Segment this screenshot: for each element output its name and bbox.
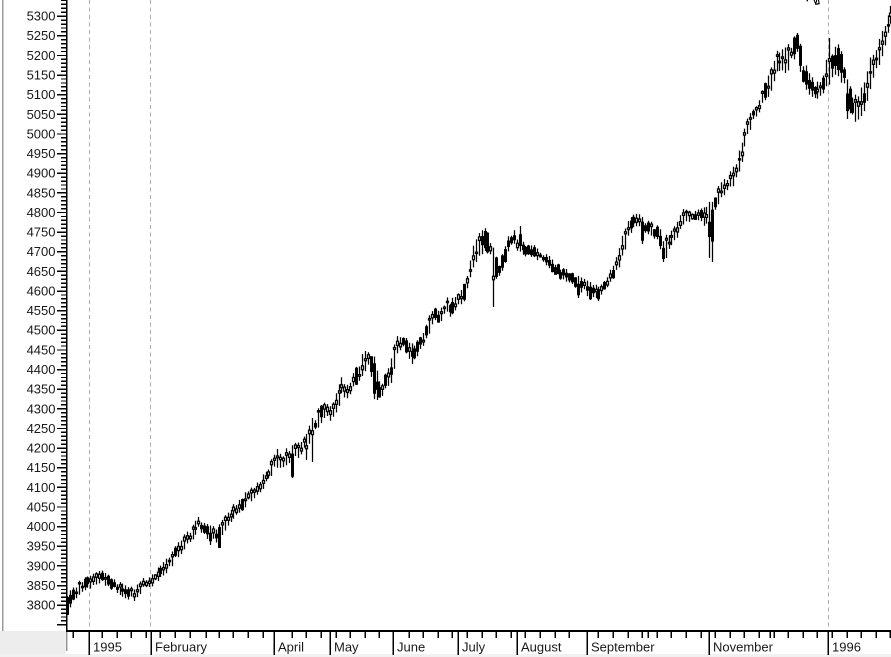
svg-text:4400: 4400: [27, 362, 56, 377]
svg-text:4600: 4600: [27, 284, 56, 299]
svg-text:August: August: [521, 640, 562, 655]
svg-text:4900: 4900: [27, 166, 56, 181]
svg-text:June: June: [397, 640, 425, 655]
svg-text:4050: 4050: [27, 499, 56, 514]
svg-text:5150: 5150: [27, 68, 56, 83]
svg-text:5200: 5200: [27, 48, 56, 63]
svg-text:5250: 5250: [27, 28, 56, 43]
svg-text:5300: 5300: [27, 9, 56, 24]
svg-text:4800: 4800: [27, 205, 56, 220]
svg-text:4450: 4450: [27, 342, 56, 357]
svg-text:3850: 3850: [27, 578, 56, 593]
svg-text:July: July: [462, 640, 486, 655]
svg-text:4100: 4100: [27, 480, 56, 495]
svg-text:4650: 4650: [27, 264, 56, 279]
svg-text:4750: 4750: [27, 225, 56, 240]
svg-text:5100: 5100: [27, 87, 56, 102]
svg-text:September: September: [591, 640, 655, 655]
svg-text:4950: 4950: [27, 146, 56, 161]
svg-text:February: February: [155, 640, 208, 655]
svg-text:April: April: [278, 640, 304, 655]
svg-text:May: May: [334, 640, 359, 655]
svg-text:4700: 4700: [27, 244, 56, 259]
svg-text:5050: 5050: [27, 107, 56, 122]
svg-text:3950: 3950: [27, 539, 56, 554]
svg-text:4550: 4550: [27, 303, 56, 318]
svg-text:5000: 5000: [27, 126, 56, 141]
svg-text:4150: 4150: [27, 460, 56, 475]
svg-text:3900: 3900: [27, 558, 56, 573]
svg-text:4350: 4350: [27, 382, 56, 397]
svg-text:3800: 3800: [27, 598, 56, 613]
svg-text:4000: 4000: [27, 519, 56, 534]
svg-text:4850: 4850: [27, 185, 56, 200]
svg-text:4500: 4500: [27, 323, 56, 338]
svg-text:1996: 1996: [832, 640, 861, 655]
svg-text:1995: 1995: [93, 640, 122, 655]
svg-text:4200: 4200: [27, 441, 56, 456]
svg-text:4300: 4300: [27, 401, 56, 416]
svg-text:4250: 4250: [27, 421, 56, 436]
svg-text:November: November: [713, 640, 774, 655]
